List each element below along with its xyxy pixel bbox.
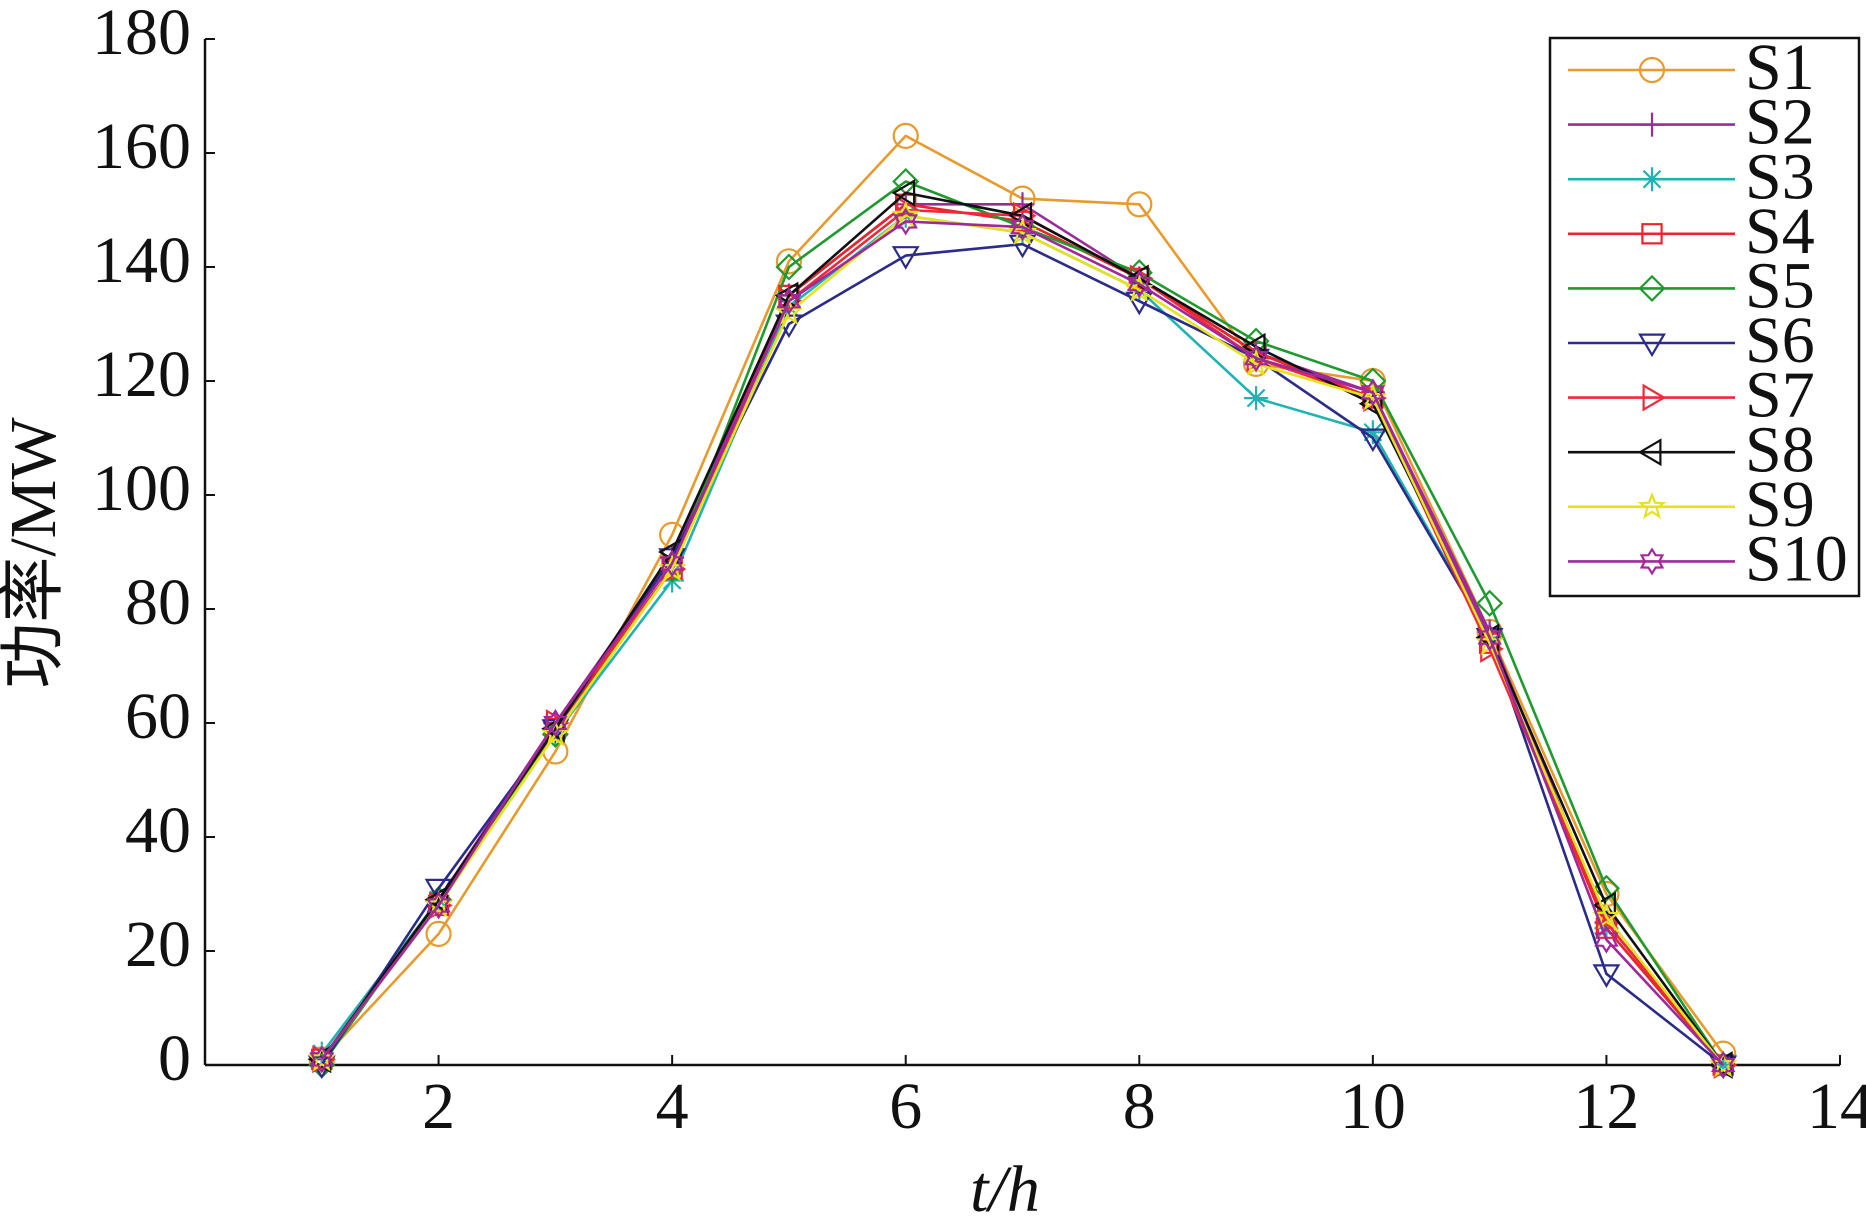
x-tick-label: 4 xyxy=(656,1070,689,1143)
x-tick-label: 6 xyxy=(889,1070,922,1143)
legend-marker xyxy=(1639,547,1665,576)
series-line xyxy=(320,214,1725,1066)
marker xyxy=(1127,270,1152,299)
marker xyxy=(1711,1053,1736,1077)
marker xyxy=(1244,386,1269,411)
series-line xyxy=(320,220,1725,1066)
marker xyxy=(1477,623,1502,652)
legend-box xyxy=(1548,36,1861,598)
series-line xyxy=(320,208,1725,1066)
marker xyxy=(776,294,801,319)
marker xyxy=(540,719,570,747)
legend-label: S1 xyxy=(1745,31,1815,104)
legend-label: S7 xyxy=(1745,359,1815,432)
marker xyxy=(1592,964,1621,988)
marker xyxy=(1013,201,1037,230)
marker xyxy=(1125,291,1154,316)
marker xyxy=(426,891,451,920)
marker xyxy=(1360,420,1385,445)
legend-label: S6 xyxy=(1745,304,1815,377)
marker xyxy=(1358,428,1387,453)
legend-marker xyxy=(1640,112,1664,137)
marker xyxy=(1478,632,1501,654)
marker xyxy=(891,246,920,270)
legend-marker xyxy=(1638,333,1666,358)
legend-label: S8 xyxy=(1745,413,1815,486)
legend-marker xyxy=(1637,438,1662,467)
x-tick-label: 10 xyxy=(1340,1070,1406,1143)
legend-label: S9 xyxy=(1745,468,1815,541)
marker xyxy=(891,178,916,207)
legend-label: S3 xyxy=(1745,140,1815,213)
series-line xyxy=(320,242,1725,1067)
legend-marker xyxy=(1641,223,1663,245)
y-tick-label: 20 xyxy=(125,908,191,981)
marker xyxy=(1592,901,1621,930)
marker xyxy=(1476,589,1504,617)
marker xyxy=(775,253,803,281)
marker xyxy=(1243,344,1269,373)
y-tick-label: 100 xyxy=(92,452,191,525)
marker xyxy=(543,708,568,738)
marker xyxy=(1126,191,1153,218)
marker xyxy=(1008,201,1032,230)
legend-label: S5 xyxy=(1745,250,1815,323)
x-axis-label: t/h xyxy=(970,1153,1040,1226)
y-tick-label: 40 xyxy=(125,794,191,867)
x-tick-label: 8 xyxy=(1123,1070,1156,1143)
marker xyxy=(309,1045,335,1074)
x-tick-label: 12 xyxy=(1573,1070,1639,1143)
y-tick-label: 160 xyxy=(92,110,191,183)
legend-marker xyxy=(1642,383,1667,412)
marker xyxy=(1710,1050,1736,1080)
legend-label: S2 xyxy=(1745,86,1815,159)
legend-marker xyxy=(1638,56,1666,84)
series-line xyxy=(320,203,1725,1066)
marker xyxy=(893,207,918,236)
legend-label: S4 xyxy=(1745,195,1815,268)
x-tick-label: 2 xyxy=(422,1070,455,1143)
marker xyxy=(1360,378,1385,407)
y-axis-label: 功率/MW xyxy=(0,417,70,689)
series-line xyxy=(320,134,1725,1061)
series-line xyxy=(320,214,1725,1066)
marker xyxy=(1241,332,1266,361)
y-tick-label: 80 xyxy=(125,566,191,639)
legend-marker xyxy=(1640,167,1664,192)
marker xyxy=(1008,234,1037,259)
y-tick-label: 120 xyxy=(92,338,191,411)
y-tick-label: 140 xyxy=(92,224,191,297)
x-tick-label: 14 xyxy=(1807,1070,1866,1143)
series-line xyxy=(320,191,1725,1066)
legend-marker xyxy=(1637,491,1667,520)
marker xyxy=(776,287,802,316)
y-tick-label: 0 xyxy=(158,1022,191,1095)
legend-label: S10 xyxy=(1745,523,1848,596)
y-tick-label: 180 xyxy=(92,0,191,69)
marker xyxy=(892,122,919,149)
marker xyxy=(774,297,804,325)
marker xyxy=(1594,925,1619,954)
marker xyxy=(425,920,452,948)
legend-marker xyxy=(1638,274,1666,302)
marker xyxy=(660,549,685,578)
series-line xyxy=(320,180,1725,1066)
series-line xyxy=(320,203,1725,1066)
marker xyxy=(1010,213,1035,242)
y-tick-label: 60 xyxy=(125,680,191,753)
marker xyxy=(775,248,803,275)
